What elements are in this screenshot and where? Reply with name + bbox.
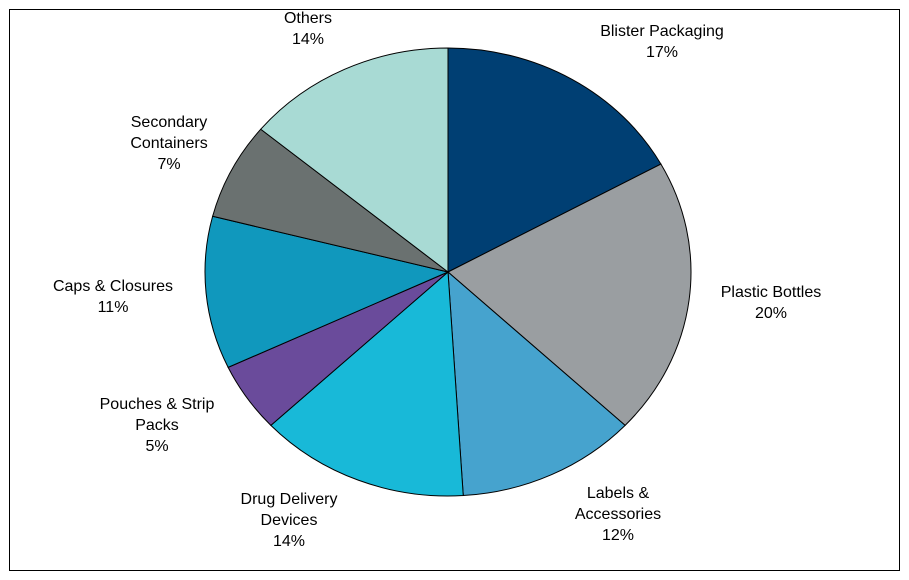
- pie-slice: [447, 270, 626, 497]
- slice-name-label: Blister Packaging: [600, 23, 724, 40]
- pie-slice: [447, 163, 692, 427]
- pie-slice: [447, 47, 662, 273]
- pie-slice: [260, 47, 449, 274]
- slice-name-label: Plastic Bottles: [721, 284, 821, 301]
- slice-name-label: Secondary: [131, 114, 208, 131]
- slice-label: Blister Packaging 17%: [600, 23, 724, 61]
- pie-labels: Blister Packaging 17% Plastic Bottles 20% La…: [53, 10, 821, 550]
- slice-value-label: 7%: [157, 156, 180, 173]
- slice-name-label: Accessories: [575, 506, 661, 523]
- slice-value-label: 14%: [292, 31, 324, 48]
- pie-slice: [270, 270, 464, 497]
- slice-name-label: Caps & Closures: [53, 278, 173, 295]
- pie-slice: [212, 128, 449, 273]
- slice-label: Pouches & Strip Packs 5%: [100, 396, 215, 455]
- slice-name-label: Pouches & Strip: [100, 396, 215, 413]
- pie-slice: [204, 215, 450, 369]
- slice-name-label: Others: [284, 10, 332, 27]
- slice-label: Labels & Accessories 12%: [575, 485, 661, 544]
- slice-name-label: Drug Delivery: [241, 491, 338, 508]
- slice-value-label: 11%: [98, 299, 129, 316]
- slice-label: Secondary Containers 7%: [130, 114, 207, 173]
- slice-value-label: 17%: [646, 44, 678, 61]
- slice-label: Plastic Bottles 20%: [721, 284, 821, 322]
- slice-value-label: 20%: [755, 305, 787, 322]
- slice-value-label: 14%: [273, 533, 305, 550]
- pie-slices: [204, 47, 692, 497]
- slice-name-label: Devices: [261, 512, 318, 529]
- slice-value-label: 5%: [145, 438, 168, 455]
- slice-label: Drug Delivery Devices 14%: [241, 491, 338, 550]
- slice-name-label: Packs: [135, 417, 179, 434]
- slice-name-label: Labels &: [587, 485, 650, 502]
- slice-value-label: 12%: [602, 527, 634, 544]
- slice-name-label: Containers: [130, 135, 207, 152]
- slice-label: Caps & Closures 11%: [53, 278, 173, 316]
- slice-label: Others 14%: [284, 10, 332, 48]
